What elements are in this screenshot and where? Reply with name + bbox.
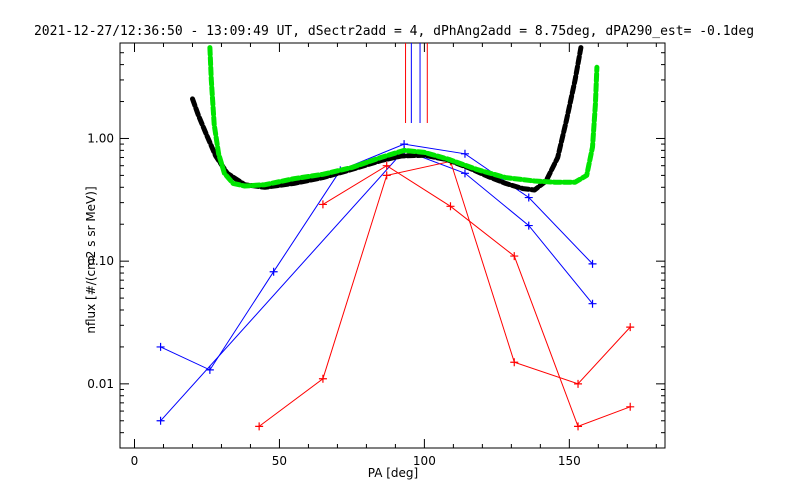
x-axis-label: PA [deg]	[368, 466, 418, 480]
y-tick-label: 1.00	[87, 131, 114, 145]
chart-title: 2021-12-27/12:36:50 - 13:09:49 UT, dSect…	[34, 24, 754, 39]
data-point	[382, 161, 391, 170]
data-point	[524, 193, 533, 202]
data-point	[269, 267, 278, 276]
x-tick-label: 100	[413, 454, 436, 468]
x-tick-label: 0	[131, 454, 139, 468]
data-point	[460, 149, 469, 158]
data-point	[574, 379, 583, 388]
plot-frame	[119, 42, 666, 449]
data-point	[626, 323, 635, 332]
data-point	[318, 200, 327, 209]
data-point	[460, 169, 469, 178]
plot-area: 0 50 100 150 0.01 0.10 1.00	[87, 42, 666, 468]
data-point	[318, 374, 327, 383]
y-axis-label: nflux [#/(cm2 s sr MeV)]	[84, 186, 98, 333]
series-line	[322, 165, 631, 428]
data-point	[205, 365, 214, 374]
data-point	[524, 221, 533, 230]
y-tick-label: 0.01	[87, 377, 114, 391]
data-point	[156, 416, 165, 425]
data-point	[255, 422, 264, 431]
data-point	[156, 342, 165, 351]
data-point	[574, 422, 583, 431]
data-point	[588, 299, 597, 308]
data-point	[626, 402, 635, 411]
series-3	[318, 161, 635, 431]
series-5	[207, 45, 600, 189]
data-point	[446, 202, 455, 211]
data-point	[510, 252, 519, 261]
data-point	[510, 358, 519, 367]
series-1	[156, 146, 597, 425]
y-tick-label: 0.10	[87, 254, 114, 268]
data-point	[382, 171, 391, 180]
data-point	[588, 259, 597, 268]
x-tick-label: 50	[272, 454, 287, 468]
model-curve	[207, 45, 600, 189]
x-tick-label: 150	[558, 454, 581, 468]
